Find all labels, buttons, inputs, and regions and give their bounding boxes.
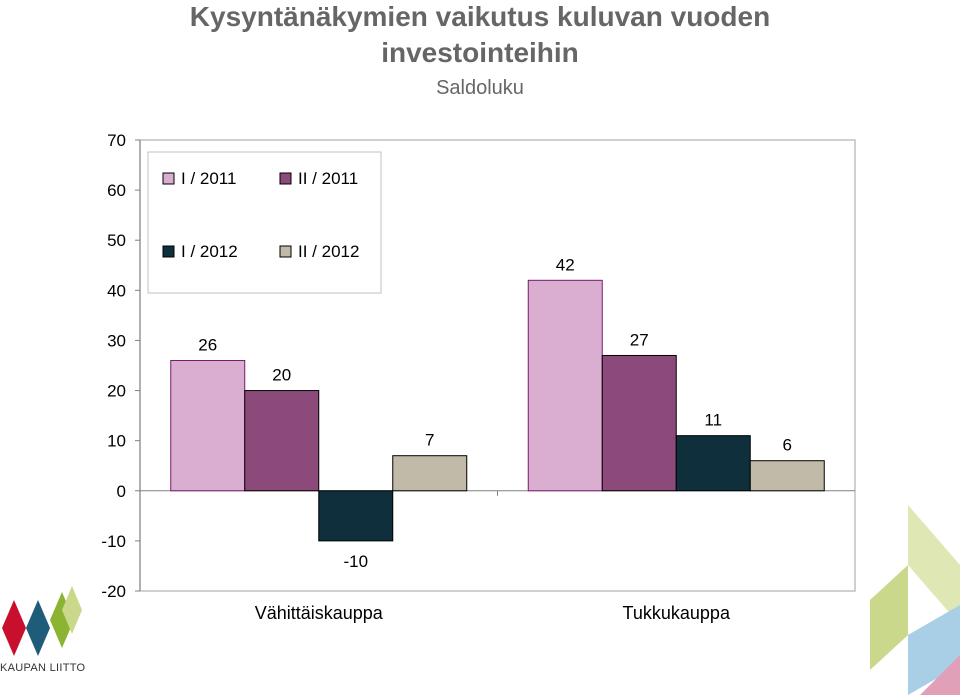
y-tick-label: 40 <box>107 281 126 300</box>
bar <box>392 455 468 492</box>
bar <box>170 359 246 492</box>
legend-label: II / 2011 <box>298 169 358 188</box>
legend-box <box>147 151 382 294</box>
legend-label: I / 2011 <box>181 169 236 188</box>
decorative-shapes <box>870 505 960 695</box>
y-tick-label: 50 <box>107 231 126 250</box>
legend-swatch <box>162 245 175 258</box>
data-label: 42 <box>556 255 575 274</box>
y-tick-label: -20 <box>101 582 126 601</box>
bar <box>318 490 394 542</box>
logo-shape-teal <box>26 600 50 656</box>
data-label: 27 <box>630 330 649 349</box>
y-tick-label: 70 <box>107 131 126 150</box>
deco-shape-1 <box>908 505 960 625</box>
y-tick-label: 0 <box>117 482 126 501</box>
legend-label: I / 2012 <box>181 242 238 261</box>
x-category-label: Vähittäiskauppa <box>255 603 384 623</box>
x-category-label: Tukkukauppa <box>623 603 731 623</box>
chart-subtitle: Saldoluku <box>436 77 524 99</box>
deco-shape-2 <box>870 565 908 670</box>
data-label: 6 <box>783 436 792 455</box>
chart-title-line1: Kysyntänäkymien vaikutus kuluvan vuoden <box>189 1 771 32</box>
logo-shape-lightgreen <box>62 586 82 634</box>
logo-text: KAUPAN LIITTO <box>0 662 86 674</box>
y-tick-label: 10 <box>107 432 126 451</box>
legend-swatch <box>279 245 292 258</box>
logo-shape-red <box>2 600 26 656</box>
legend-label: II / 2012 <box>298 242 359 261</box>
bar <box>601 354 677 492</box>
data-label: -10 <box>343 552 368 571</box>
y-tick-label: -10 <box>101 532 126 551</box>
y-tick-label: 20 <box>107 382 126 401</box>
legend-swatch <box>279 172 292 185</box>
bar <box>675 435 751 492</box>
deco-shape-4 <box>920 655 960 695</box>
kaupan-liitto-logo <box>2 586 82 656</box>
bar <box>244 390 320 492</box>
legend-swatch <box>162 172 175 185</box>
data-label: 11 <box>704 411 722 430</box>
y-tick-label: 30 <box>107 331 126 350</box>
chart-title-line2: investointeihin <box>381 37 579 68</box>
data-label: 26 <box>198 335 217 354</box>
bar <box>527 279 603 492</box>
data-label: 7 <box>425 431 434 450</box>
y-tick-label: 60 <box>107 181 126 200</box>
bar <box>749 460 825 492</box>
data-label: 20 <box>272 366 291 385</box>
